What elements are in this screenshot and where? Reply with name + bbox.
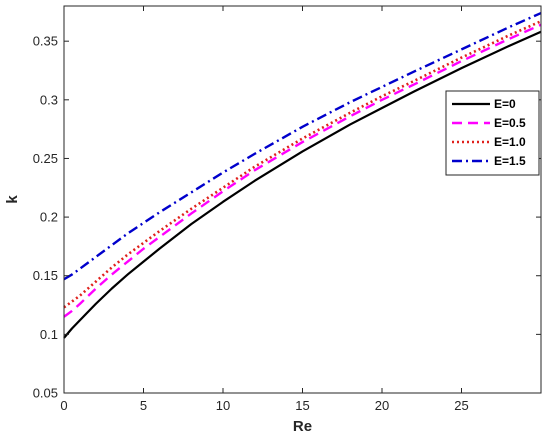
x-tick-label: 0 — [60, 398, 67, 413]
series-layer — [63, 11, 542, 339]
legend-label-2: E=0.5 — [494, 116, 526, 130]
legend-label-4: E=1.5 — [494, 154, 526, 168]
x-tick-label: 10 — [216, 398, 230, 413]
legend: E=0 E=0.5 E=1.0 E=1.5 — [445, 90, 540, 176]
series-line-1 — [63, 30, 542, 339]
y-tick-label: 0.1 — [40, 327, 58, 342]
y-tick-label: 0.05 — [33, 386, 58, 401]
x-axis-ticks: 0 5 10 15 20 25 — [60, 6, 469, 413]
y-tick-label: 0.2 — [40, 210, 58, 225]
y-axis-ticks: 0.05 0.1 0.15 0.2 0.25 0.3 0.35 — [33, 34, 541, 401]
y-tick-label: 0.15 — [33, 268, 58, 283]
legend-label-1: E=0 — [494, 97, 516, 111]
x-axis-title: Re — [293, 418, 312, 435]
legend-label-3: E=1.0 — [494, 135, 526, 149]
x-tick-label: 5 — [140, 398, 147, 413]
x-tick-label: 15 — [295, 398, 309, 413]
series-line-4 — [63, 11, 542, 281]
y-tick-label: 0.25 — [33, 151, 58, 166]
y-tick-label: 0.3 — [40, 92, 58, 107]
x-tick-label: 20 — [375, 398, 389, 413]
y-tick-label: 0.35 — [33, 34, 58, 49]
series-line-3 — [63, 20, 542, 309]
series-line-2 — [63, 23, 542, 318]
y-axis-title: k — [4, 195, 21, 204]
x-tick-label: 25 — [454, 398, 468, 413]
